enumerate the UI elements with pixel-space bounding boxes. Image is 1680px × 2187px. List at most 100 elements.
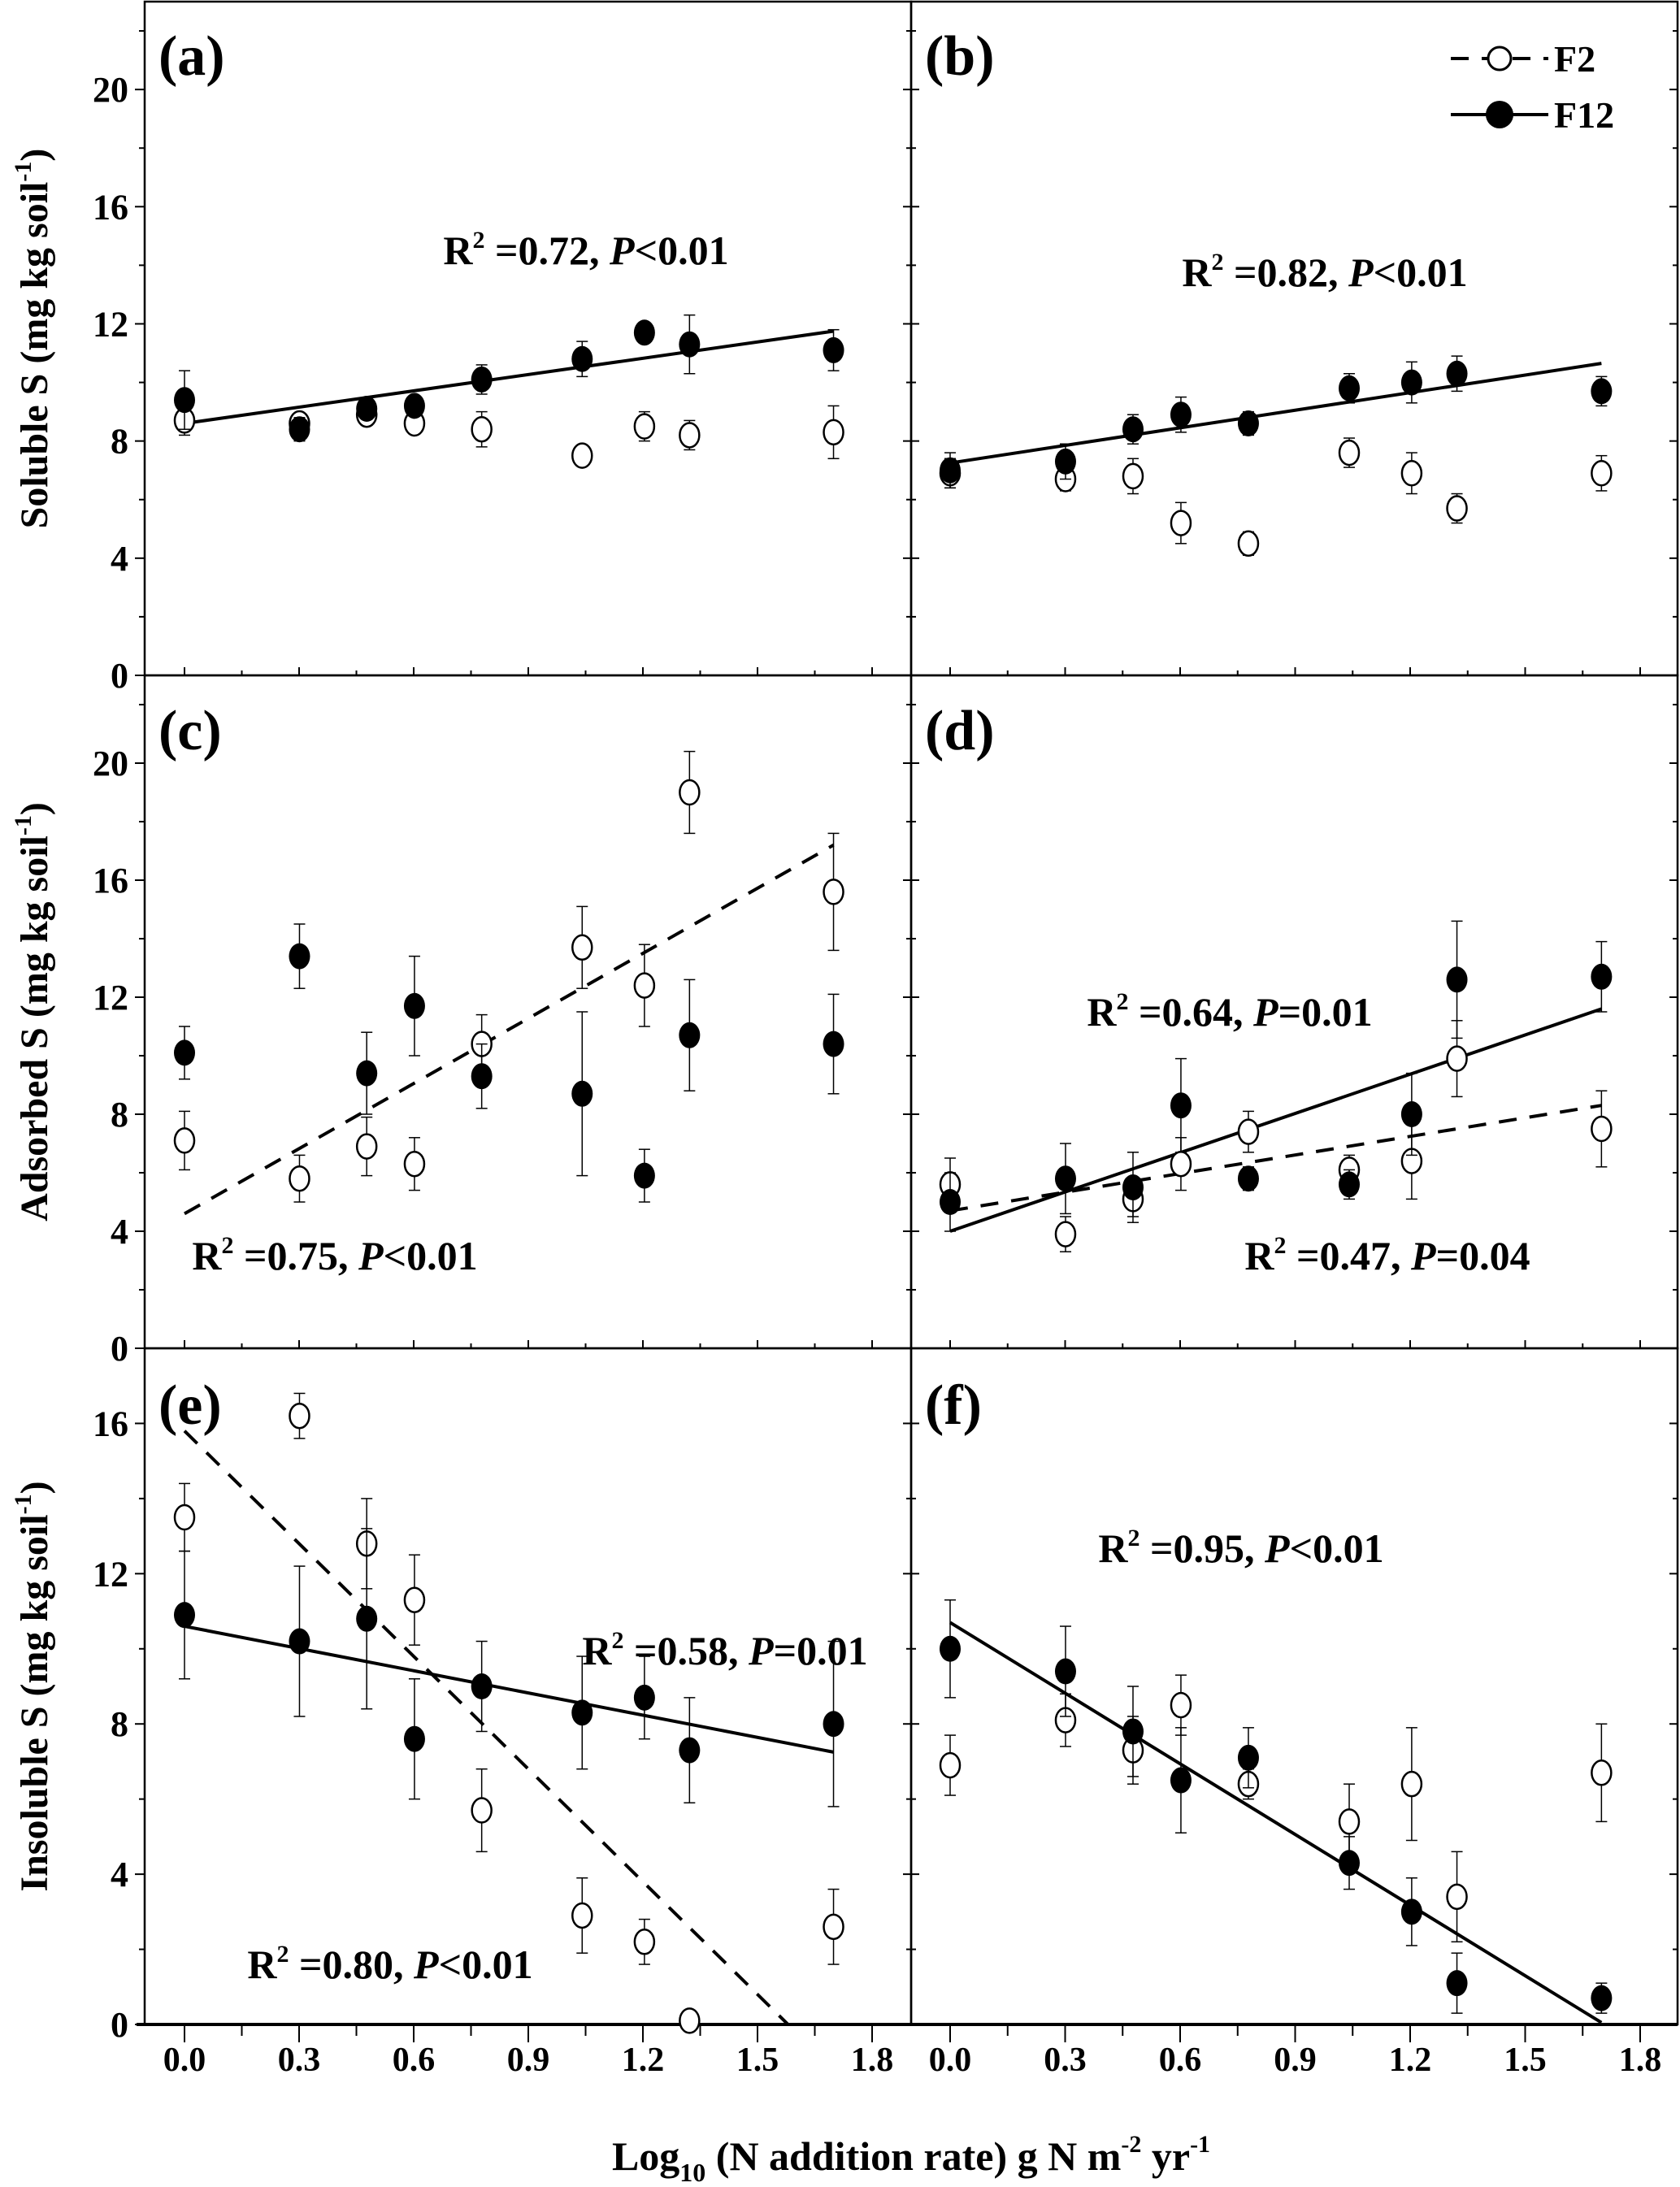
data-point-f12 (403, 1725, 425, 1752)
fit-annotation: R2 =0.72, P<0.01 (443, 227, 728, 273)
fit-annotation: R2 =0.95, P<0.01 (1098, 1525, 1383, 1571)
y-tick-label: 4 (111, 539, 128, 579)
panel-label: (b) (925, 25, 995, 88)
x-tick-label: 0.6 (393, 2042, 436, 2079)
y-title-sup: -1 (10, 1494, 37, 1514)
y-tick-label: 0 (111, 656, 128, 696)
r2-sup: 2 (1274, 1232, 1287, 1259)
x-title-sup1: -2 (1121, 2131, 1141, 2158)
series-f2 (939, 1674, 1613, 1943)
series-f12 (940, 920, 1613, 1232)
r2-eq: =0.75, (234, 1233, 359, 1278)
x-title-mid: yr (1141, 2133, 1190, 2179)
x-tick-label: 1.8 (851, 2042, 894, 2079)
data-point-f12 (471, 1673, 493, 1699)
data-point-f2 (1338, 439, 1361, 466)
y-tick-label: 16 (93, 861, 128, 900)
series-f12 (174, 923, 844, 1203)
r2-sup: 2 (1128, 1525, 1140, 1551)
y-title-main: Adsorbed S (mg kg soil (13, 835, 56, 1222)
data-point-f12 (940, 1189, 961, 1215)
y-title-main: Insoluble S (mg kg soil (13, 1514, 56, 1891)
data-point-f12 (174, 387, 195, 414)
data-point-f2 (633, 413, 656, 440)
data-point-f12 (289, 416, 310, 443)
panel-c: 0 4 8 12 16 20 Adsorbed S (mg kg soil-1) (c) R2 … (10, 674, 913, 1369)
data-point-f2 (1446, 1045, 1468, 1072)
p-letter: P (748, 1628, 774, 1673)
data-point-f2 (1446, 1883, 1468, 1911)
data-point-f2 (289, 1165, 310, 1192)
data-point-f12 (1170, 1767, 1192, 1794)
fit-line-f12 (184, 329, 834, 426)
y-title-end: ) (13, 1481, 56, 1494)
x-title-main: Log (612, 2133, 679, 2179)
data-point-f2 (1400, 460, 1423, 487)
data-point-f12 (356, 1605, 378, 1632)
data-point-f12 (1122, 416, 1144, 443)
data-point-f12 (571, 1080, 593, 1107)
data-point-f12 (1237, 1744, 1259, 1771)
fit-line-f2 (183, 1430, 790, 2026)
panel-label: (c) (158, 700, 222, 762)
panel-b: (b) R2 =0.82, P<0.01 (909, 0, 1679, 677)
x-tick-label: 0.9 (507, 2042, 550, 2079)
r2-label: R (1182, 250, 1212, 295)
data-point-f12 (174, 1602, 195, 1629)
fit-annotation: R2 =0.82, P<0.01 (1182, 249, 1467, 295)
data-point-f12 (940, 457, 961, 484)
data-point-f12 (356, 396, 378, 423)
data-point-f2 (679, 2007, 701, 2034)
r2-sup: 2 (473, 227, 485, 254)
x-tick-label: 1.2 (1389, 2042, 1432, 2079)
data-point-f12 (1054, 1165, 1076, 1192)
data-point-f12 (571, 345, 593, 372)
x-title-sup2: -1 (1190, 2131, 1210, 2158)
data-point-f12 (356, 1060, 378, 1087)
r2-eq: =0.47, (1287, 1233, 1412, 1278)
p-value: <0.01 (1374, 250, 1468, 295)
data-point-f2 (823, 1913, 844, 1941)
data-point-f12 (679, 1022, 701, 1048)
panel-label: (a) (158, 25, 225, 88)
data-point-f2 (939, 1751, 962, 1779)
p-value: =0.04 (1436, 1233, 1530, 1278)
x-tick-label: 0.9 (1274, 2042, 1317, 2079)
r2-sup: 2 (277, 1941, 289, 1968)
data-point-f2 (679, 779, 701, 806)
fit-annotation: R2 =0.58, P=0.01 (582, 1627, 867, 1673)
x-tick-label: 0.3 (278, 2042, 321, 2079)
data-point-f2 (1237, 530, 1260, 558)
data-point-f2 (1446, 495, 1468, 522)
x-axis-title: Log10 (N addition rate) g N m-2 yr-1 (612, 2131, 1210, 2187)
data-point-f12 (471, 1063, 493, 1090)
data-point-f2 (173, 1127, 196, 1154)
y-title-end: ) (13, 802, 56, 815)
r2-sup: 2 (612, 1627, 624, 1654)
data-point-f2 (571, 934, 593, 961)
data-point-f12 (403, 393, 425, 419)
data-point-f12 (1237, 410, 1259, 437)
r2-label: R (192, 1233, 222, 1278)
y-tick-label: 12 (93, 1554, 128, 1594)
data-point-f2 (571, 442, 593, 469)
legend-f2-marker (1487, 46, 1513, 72)
fit-annotation: R2 =0.47, P=0.04 (1244, 1232, 1530, 1278)
data-point-f12 (1446, 966, 1468, 993)
y-tick-label: 8 (111, 1095, 128, 1135)
y-tick-label: 0 (111, 2005, 128, 2045)
p-value: <0.01 (439, 1942, 533, 1987)
y-title-main: Soluble S (mg kg soil (13, 182, 56, 529)
fit-line-f12 (949, 1621, 1603, 2024)
data-point-f12 (679, 331, 701, 358)
y-tick-label: 0 (111, 1329, 128, 1369)
fit-annotation: R2 =0.75, P<0.01 (192, 1232, 477, 1278)
data-point-f12 (289, 943, 310, 970)
data-point-f2 (823, 879, 844, 905)
data-point-f12 (1339, 375, 1361, 401)
p-letter: P (1348, 250, 1374, 295)
legend-f12-label: F12 (1554, 94, 1614, 136)
r2-label: R (1244, 1233, 1274, 1278)
